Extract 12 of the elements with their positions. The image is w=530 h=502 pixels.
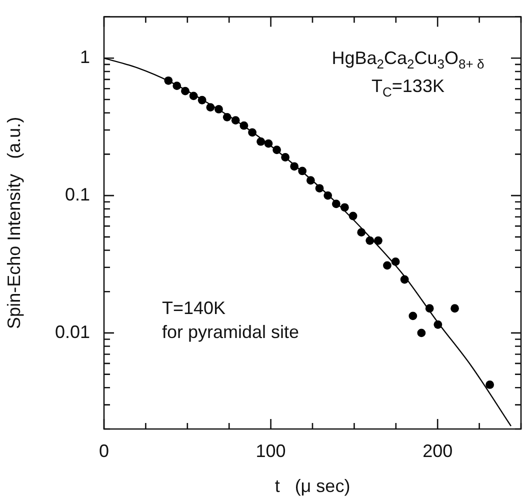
y-axis-title: Spin-Echo Intensity (a.u.) [4,116,24,329]
x-tick-label: 100 [256,440,286,461]
y-tick-label: 0.01 [54,322,90,342]
x-tick-label: 0 [98,440,110,461]
annotation: for pyramidal site [162,322,300,343]
y-tick-label: 0.1 [64,184,90,205]
annotation: T$_{C}$=133K [370,76,446,100]
x-axis-title: t (μ sec) [274,476,350,496]
x-tick-label: 200 [422,440,453,461]
y-tick-label: 1 [80,47,90,68]
annotation: HgBa$_{2}$Ca$_{2}$Cu$_{3}$O$_{8+ δ}$ [330,48,486,72]
annotation: T=140K [162,298,226,319]
